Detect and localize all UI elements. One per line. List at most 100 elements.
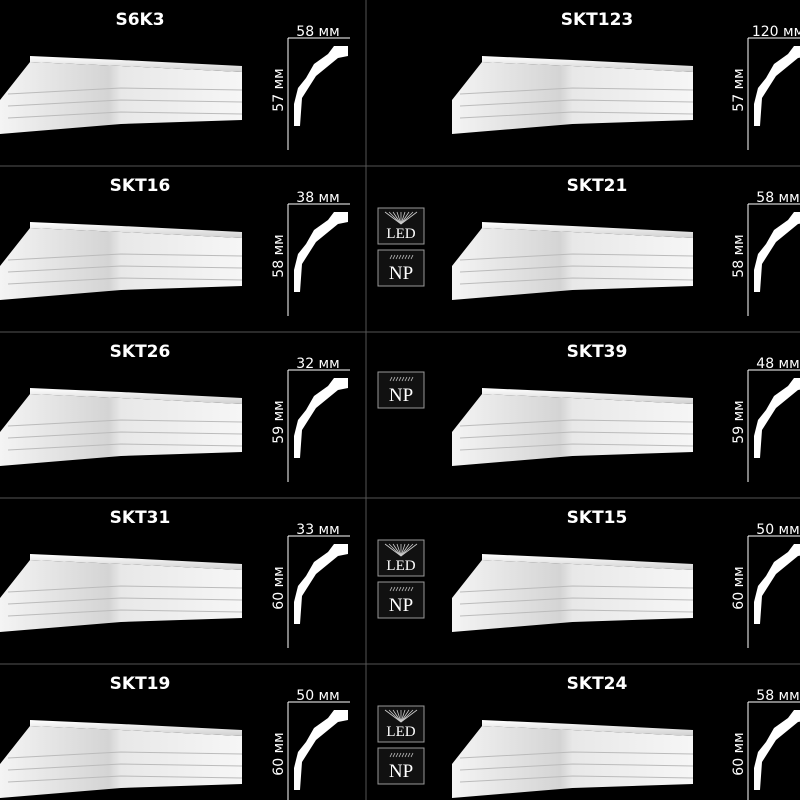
- molding-step: [7, 419, 243, 427]
- molding-image: [0, 560, 242, 632]
- badge-hatch: [392, 752, 396, 758]
- width-label: 58 мм: [756, 190, 799, 206]
- product-cell: SKT26 32 мм 59 мм: [0, 342, 350, 482]
- badge-ray: [396, 543, 402, 557]
- product-name: SKT19: [110, 674, 171, 694]
- badge-ray: [400, 543, 406, 557]
- molding-step: [459, 443, 694, 451]
- badge-hatch: [410, 376, 414, 382]
- badge-box: [377, 747, 425, 785]
- product-name: SKT16: [110, 176, 171, 196]
- badge-hatch: [407, 586, 411, 592]
- molding-top: [30, 222, 242, 238]
- badge-hatch: [395, 752, 399, 758]
- molding-step: [7, 431, 243, 439]
- badge-hatch: [401, 376, 405, 382]
- molding-top: [30, 388, 242, 404]
- product-name: SKT21: [567, 176, 628, 196]
- profile-shape: [754, 46, 800, 126]
- badge-ray: [400, 709, 410, 723]
- badge-hatch: [398, 752, 402, 758]
- molding-step: [7, 609, 243, 617]
- badge-hatch: [392, 254, 396, 260]
- molding-image: [0, 726, 242, 798]
- molding-image: [0, 394, 242, 466]
- molding-image: [0, 228, 242, 300]
- badge-hatch: [404, 752, 408, 758]
- molding-top: [482, 554, 693, 570]
- height-label: 57 мм: [271, 68, 287, 111]
- molding-step: [7, 111, 243, 119]
- badge-hatch: [401, 254, 405, 260]
- badge-ray: [388, 211, 402, 225]
- badge-ray: [392, 211, 402, 225]
- badge-label: NP: [389, 595, 413, 616]
- profile-shape: [754, 378, 800, 458]
- product-cell: SKT24 58 мм 60 мм LED NP: [377, 674, 800, 800]
- badge-ray: [396, 709, 402, 723]
- badge-box: [377, 249, 425, 287]
- badge-hatch: [404, 254, 408, 260]
- badge-hatch: [389, 752, 393, 758]
- molding-image: [0, 62, 242, 134]
- molding-step: [459, 111, 694, 119]
- profile-shape: [294, 212, 348, 292]
- badge-hatch: [389, 586, 393, 592]
- molding-top: [482, 56, 693, 72]
- profile-shape: [754, 544, 800, 624]
- product-name: SKT39: [567, 342, 628, 362]
- molding-step: [7, 99, 243, 107]
- molding-top: [482, 720, 693, 736]
- badge-ray: [384, 211, 402, 225]
- badge-ray: [392, 543, 402, 557]
- profile-shape: [294, 378, 348, 458]
- profile-shape: [294, 710, 348, 790]
- badge-hatch: [401, 586, 405, 592]
- badge-hatch: [392, 586, 396, 592]
- product-cell: SKT15 50 мм 60 мм LED NP: [377, 508, 800, 648]
- molding-step: [7, 277, 243, 285]
- product-name: SKT26: [110, 342, 171, 362]
- badge-label: NP: [389, 385, 413, 406]
- product-name: SKT31: [110, 508, 171, 528]
- badge-hatch: [398, 376, 402, 382]
- height-label: 60 мм: [731, 732, 747, 775]
- molding-step: [459, 763, 694, 771]
- width-label: 32 мм: [296, 356, 339, 372]
- molding-step: [459, 775, 694, 783]
- badge-ray: [400, 211, 410, 225]
- width-label: 38 мм: [296, 190, 339, 206]
- badge-hatch: [392, 376, 396, 382]
- badge-hatch: [404, 376, 408, 382]
- badge-hatch: [395, 586, 399, 592]
- badge-ray: [388, 543, 402, 557]
- molding-top: [30, 554, 242, 570]
- molding-step: [7, 443, 243, 451]
- molding-step: [459, 597, 694, 605]
- badge-ray: [396, 211, 402, 225]
- molding-image: [452, 394, 693, 466]
- badge-label: LED: [386, 724, 415, 740]
- molding-step: [7, 775, 243, 783]
- badge-hatch: [410, 254, 414, 260]
- badge-ray: [400, 709, 406, 723]
- badge-hatch: [404, 586, 408, 592]
- badge-box: [377, 371, 425, 409]
- product-cell: SKT21 58 мм 58 мм LED NP: [377, 176, 800, 316]
- profile-shape: [754, 212, 800, 292]
- badge-ray: [388, 709, 402, 723]
- badge-hatch: [395, 376, 399, 382]
- height-label: 60 мм: [271, 732, 287, 775]
- product-name: SKT15: [567, 508, 628, 528]
- badge-hatch: [401, 752, 405, 758]
- width-label: 58 мм: [756, 688, 799, 704]
- molding-step: [459, 585, 694, 593]
- badge-ray: [392, 709, 402, 723]
- molding-image: [452, 726, 693, 798]
- molding-image: [452, 560, 693, 632]
- height-label: 59 мм: [271, 400, 287, 443]
- molding-step: [7, 265, 243, 273]
- width-label: 50 мм: [296, 688, 339, 704]
- badge-hatch: [407, 376, 411, 382]
- badge-hatch: [410, 586, 414, 592]
